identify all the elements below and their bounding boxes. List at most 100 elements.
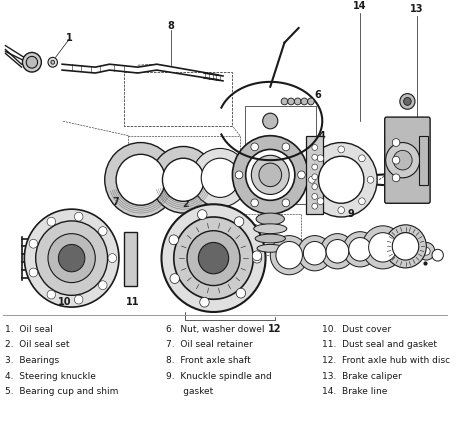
Circle shape <box>251 155 289 194</box>
Circle shape <box>320 234 355 269</box>
Circle shape <box>367 176 374 183</box>
Circle shape <box>162 204 265 312</box>
Bar <box>245 106 316 204</box>
Text: 7.  Oil seal retainer: 7. Oil seal retainer <box>166 341 253 349</box>
Text: 4: 4 <box>319 131 326 141</box>
Circle shape <box>392 156 400 164</box>
Text: 12.  Front axle hub with disc: 12. Front axle hub with disc <box>322 356 450 365</box>
Circle shape <box>288 98 294 105</box>
Circle shape <box>22 52 41 72</box>
Text: 11.  Dust seal and gasket: 11. Dust seal and gasket <box>322 341 438 349</box>
Text: 10: 10 <box>58 297 72 307</box>
Text: 2: 2 <box>182 199 189 209</box>
Circle shape <box>235 171 243 179</box>
Circle shape <box>312 164 318 170</box>
Text: 1.  Oil seal: 1. Oil seal <box>5 325 53 334</box>
Circle shape <box>312 183 318 190</box>
Text: 4.  Steering knuckle: 4. Steering knuckle <box>5 372 96 381</box>
Circle shape <box>301 98 308 105</box>
Bar <box>124 72 232 126</box>
Circle shape <box>309 176 315 183</box>
Circle shape <box>312 203 318 209</box>
Text: 10.  Dust cover: 10. Dust cover <box>322 325 392 334</box>
Circle shape <box>259 163 282 187</box>
Text: 6.  Nut, washer dowel: 6. Nut, washer dowel <box>166 325 264 334</box>
Circle shape <box>251 199 258 207</box>
Circle shape <box>282 143 290 151</box>
Circle shape <box>200 297 209 307</box>
Circle shape <box>276 242 302 269</box>
Text: 9.  Knuckle spindle and: 9. Knuckle spindle and <box>166 372 272 381</box>
Circle shape <box>393 233 418 258</box>
Circle shape <box>163 158 204 202</box>
Circle shape <box>298 235 332 271</box>
Text: 1: 1 <box>66 33 73 43</box>
Circle shape <box>234 217 244 227</box>
Circle shape <box>58 244 85 272</box>
Text: 6: 6 <box>314 90 321 99</box>
Circle shape <box>303 242 326 265</box>
Circle shape <box>312 154 318 160</box>
Circle shape <box>404 98 411 105</box>
Circle shape <box>308 98 314 105</box>
Text: 11: 11 <box>127 297 140 307</box>
Circle shape <box>105 143 177 217</box>
Circle shape <box>359 155 365 162</box>
Circle shape <box>198 210 207 220</box>
Circle shape <box>263 113 278 129</box>
Circle shape <box>47 290 55 299</box>
Circle shape <box>270 235 308 275</box>
Circle shape <box>338 146 345 153</box>
Text: 13: 13 <box>410 4 424 14</box>
Circle shape <box>199 242 228 274</box>
Circle shape <box>369 233 397 262</box>
Circle shape <box>312 174 318 180</box>
Text: 2.  Oil seal set: 2. Oil seal set <box>5 341 70 349</box>
Circle shape <box>174 217 253 299</box>
Text: 3: 3 <box>253 198 259 207</box>
Circle shape <box>281 98 288 105</box>
Bar <box>124 232 137 286</box>
Ellipse shape <box>256 213 284 225</box>
Text: 14.  Brake line: 14. Brake line <box>322 387 388 396</box>
Text: 13.  Brake caliper: 13. Brake caliper <box>322 372 402 381</box>
Circle shape <box>24 209 119 307</box>
Circle shape <box>170 274 180 283</box>
Text: gasket: gasket <box>166 387 213 396</box>
Circle shape <box>362 226 404 269</box>
Circle shape <box>387 226 424 265</box>
Circle shape <box>298 171 305 179</box>
Circle shape <box>294 98 301 105</box>
Circle shape <box>116 154 165 205</box>
Circle shape <box>393 150 412 170</box>
Circle shape <box>385 225 426 268</box>
Circle shape <box>422 247 430 255</box>
Text: 9: 9 <box>347 209 354 219</box>
Circle shape <box>312 144 318 150</box>
Text: 7: 7 <box>113 197 119 207</box>
Circle shape <box>108 254 117 263</box>
Circle shape <box>47 217 55 226</box>
Circle shape <box>317 198 324 205</box>
Circle shape <box>338 207 345 213</box>
Circle shape <box>74 212 83 221</box>
Text: 3: 3 <box>248 170 255 180</box>
Circle shape <box>232 136 308 214</box>
Circle shape <box>343 232 377 267</box>
Circle shape <box>36 221 108 295</box>
Text: 12: 12 <box>268 324 282 334</box>
Circle shape <box>99 227 107 235</box>
Circle shape <box>192 148 248 207</box>
Circle shape <box>74 295 83 304</box>
Circle shape <box>48 234 95 282</box>
Circle shape <box>282 199 290 207</box>
Bar <box>128 136 240 194</box>
Circle shape <box>51 60 55 64</box>
Circle shape <box>151 147 215 213</box>
Ellipse shape <box>255 234 285 243</box>
Circle shape <box>392 233 419 260</box>
Circle shape <box>319 156 364 203</box>
Circle shape <box>386 143 419 178</box>
Bar <box>306 136 323 214</box>
Circle shape <box>252 251 262 260</box>
